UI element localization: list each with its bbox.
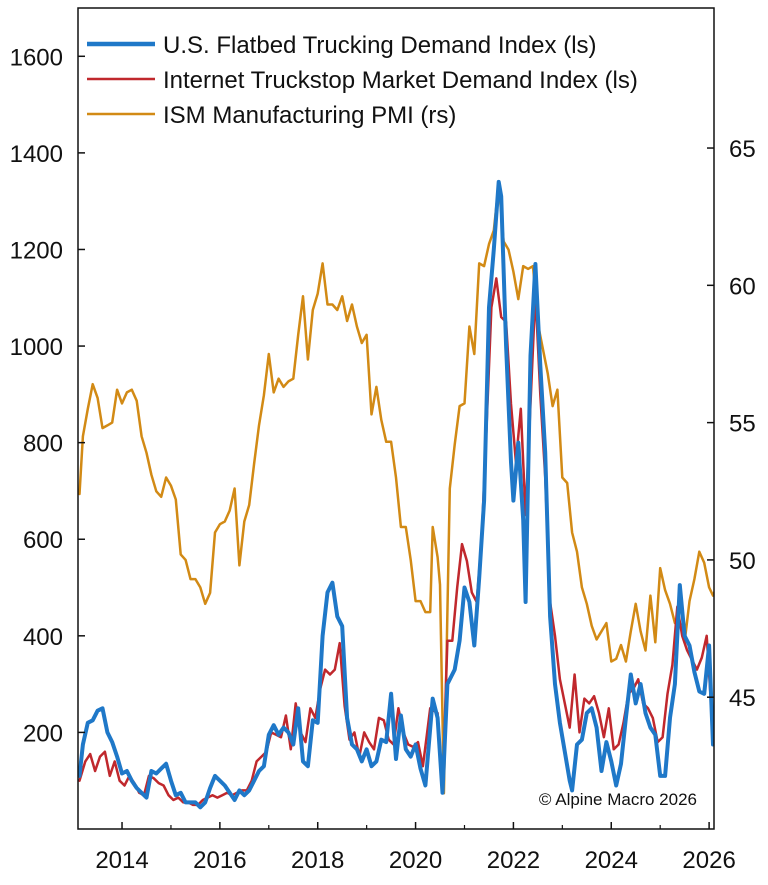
left-tick-label: 800 (23, 431, 63, 458)
left-tick-label: 600 (23, 527, 63, 554)
legend-label-pmi: ISM Manufacturing PMI (rs) (163, 102, 456, 129)
left-tick-label: 1600 (10, 44, 63, 71)
legend-label-flatbed: U.S. Flatbed Trucking Demand Index (ls) (163, 32, 597, 59)
left-tick-label: 1000 (10, 334, 63, 361)
plot-frame (77, 7, 715, 830)
left-tick-label: 1200 (10, 237, 63, 264)
x-tick-label: 2022 (487, 847, 540, 874)
right-tick-label: 65 (729, 136, 756, 163)
series-line-truckstop (78, 277, 714, 807)
legend: U.S. Flatbed Trucking Demand Index (ls) I… (87, 32, 638, 129)
x-tick-label: 2014 (95, 847, 148, 874)
right-tick-label: 60 (729, 273, 756, 300)
left-axis: 200 400 600 800 1000 1200 1400 1600 (10, 44, 85, 747)
x-tick-label: 2016 (193, 847, 246, 874)
right-tick-label: 45 (729, 685, 756, 712)
right-tick-label: 50 (729, 548, 756, 575)
x-tick-label: 2020 (389, 847, 442, 874)
right-tick-label: 55 (729, 411, 756, 438)
x-tick-label: 2018 (291, 847, 344, 874)
left-tick-label: 200 (23, 720, 63, 747)
x-axis: 2014 2016 2018 2020 2022 2024 2026 (95, 822, 736, 874)
x-tick-label: 2024 (585, 847, 638, 874)
left-tick-label: 400 (23, 624, 63, 651)
right-axis: 45 50 55 60 65 (707, 136, 756, 712)
legend-label-truckstop: Internet Truckstop Market Demand Index (… (163, 67, 638, 94)
left-tick-label: 1400 (10, 141, 63, 168)
x-tick-label: 2026 (682, 847, 735, 874)
series-line-pmi (78, 182, 714, 795)
series-layer (78, 179, 714, 810)
series-line-flatbed (78, 179, 714, 810)
copyright-annotation: © Alpine Macro 2026 (539, 790, 697, 809)
